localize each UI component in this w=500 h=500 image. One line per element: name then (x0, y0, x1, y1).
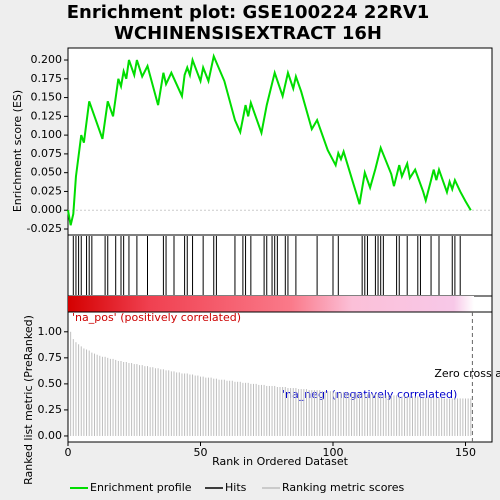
chart-title: Enrichment plot: GSE100224 22RV1 (67, 2, 430, 23)
y-axis-label: Enrichment score (ES) (11, 90, 24, 212)
pos-label: 'na_pos' (positively correlated) (72, 311, 241, 324)
hits-panel (67, 234, 493, 297)
legend-label: Ranking metric scores (282, 481, 404, 494)
x-axis-label: Rank in Ordered Dataset (212, 455, 349, 468)
metric-bars (70, 331, 472, 436)
y-tick-label: 0.200 (31, 53, 63, 66)
es-panel (67, 47, 493, 236)
y-tick-label: 0.25 (38, 403, 63, 416)
legend: Enrichment profile Hits Ranking metric s… (70, 481, 404, 494)
x-tick-label: 100 (323, 446, 344, 459)
y-axis-label: Ranked list metric (PreRanked) (22, 315, 35, 485)
chart-title: WCHINENSISEXTRACT 16H (114, 23, 382, 44)
y-tick-label: 0.175 (31, 72, 63, 85)
zero-cross-label: Zero cross at (434, 367, 500, 380)
x-tick-label: 0 (65, 446, 72, 459)
legend-label: Enrichment profile (90, 481, 192, 494)
y-tick-label: 0.050 (31, 166, 63, 179)
x-tick-label: 150 (455, 446, 476, 459)
es-line (67, 52, 472, 226)
y-tick-label: 0.000 (31, 203, 63, 216)
legend-label: Hits (225, 481, 247, 494)
y-tick-label: 0.100 (31, 128, 63, 141)
y-tick-label: 0.50 (38, 377, 63, 390)
y-tick-label: 0.075 (31, 147, 63, 160)
y-tick-label: 0.00 (38, 429, 63, 442)
rank-color-bar (68, 296, 474, 312)
x-tick-label: 50 (194, 446, 208, 459)
y-tick-label: 0.75 (38, 351, 63, 364)
y-tick-label: 0.125 (31, 109, 63, 122)
y-tick-label: -0.025 (27, 222, 62, 235)
y-tick-label: 0.025 (31, 184, 63, 197)
y-tick-label: 0.150 (31, 91, 63, 104)
y-tick-label: 1.00 (38, 325, 63, 338)
